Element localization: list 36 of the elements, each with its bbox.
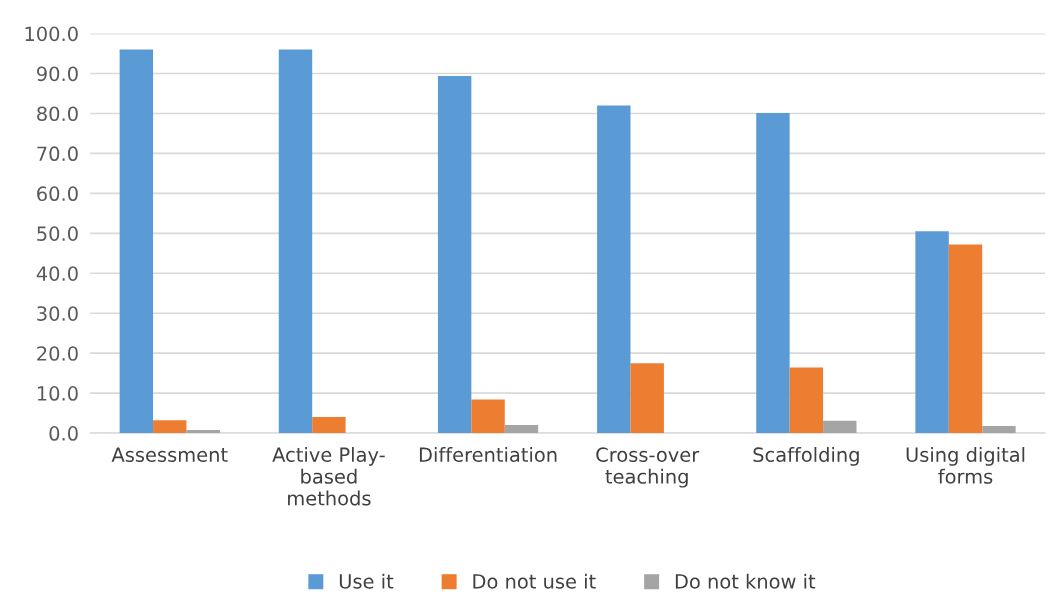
legend-label: Use it bbox=[339, 573, 394, 589]
x-tick-label: Active Play- based methods bbox=[272, 446, 385, 506]
bar bbox=[504, 425, 539, 434]
bar bbox=[630, 363, 664, 434]
x-tick-label: Differentiation bbox=[419, 446, 557, 463]
bar bbox=[756, 113, 790, 434]
bar bbox=[119, 49, 154, 434]
bar bbox=[312, 417, 346, 434]
y-tick-label: 20.0 bbox=[37, 346, 78, 361]
y-tick-label: 30.0 bbox=[37, 306, 78, 321]
y-tick-label: 0.0 bbox=[49, 426, 78, 441]
x-tick-label: Using digital forms bbox=[906, 446, 1025, 484]
bar bbox=[789, 367, 824, 434]
y-tick-label: 100.0 bbox=[25, 26, 78, 42]
y-tick-label: 10.0 bbox=[37, 386, 78, 401]
y-tick-label: 80.0 bbox=[37, 106, 78, 122]
bar bbox=[437, 75, 472, 434]
x-tick-label: Scaffolding bbox=[753, 446, 859, 466]
bar bbox=[278, 49, 313, 434]
y-tick-label: 50.0 bbox=[37, 226, 78, 241]
bar bbox=[915, 231, 949, 434]
x-tick-label: Assessment bbox=[111, 447, 228, 463]
bar bbox=[948, 244, 983, 434]
bar bbox=[982, 425, 1016, 434]
legend-label: Do not know it bbox=[675, 573, 816, 589]
x-tick-label: Cross-over teaching bbox=[596, 447, 700, 488]
bar bbox=[153, 420, 187, 434]
legend-label: Do not use it bbox=[473, 573, 596, 589]
bar bbox=[186, 429, 220, 434]
y-tick-label: 70.0 bbox=[37, 146, 78, 162]
bar bbox=[471, 399, 505, 434]
y-tick-label: 90.0 bbox=[37, 66, 78, 82]
y-tick-label: 60.0 bbox=[37, 186, 78, 202]
bar bbox=[823, 420, 857, 434]
bar bbox=[597, 105, 631, 434]
y-tick-label: 40.0 bbox=[36, 266, 78, 281]
